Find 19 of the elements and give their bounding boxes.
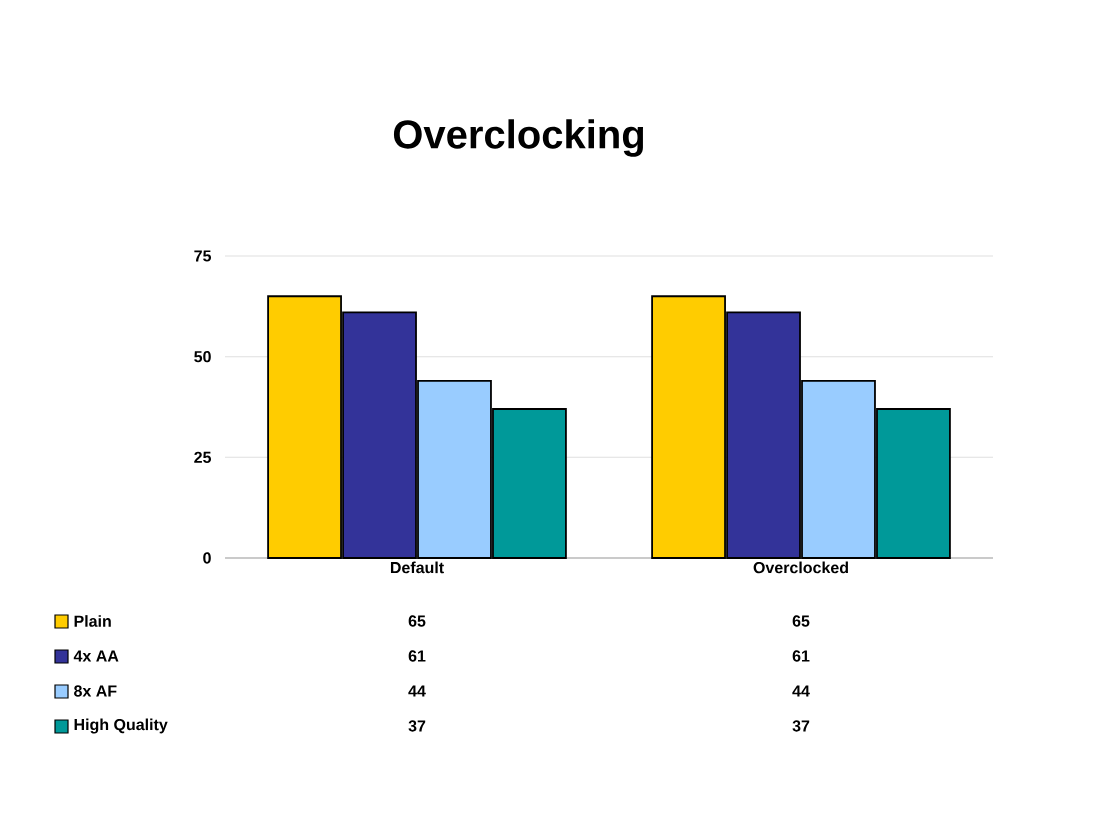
legend-label: 8x AF: [74, 685, 117, 697]
x-tick-label: Default: [390, 561, 444, 574]
data-label: 65: [408, 615, 426, 627]
chart-title: Overclocking: [393, 119, 644, 157]
y-tick-label: 25: [194, 451, 212, 463]
data-label: 44: [408, 685, 426, 697]
data-label: 44: [792, 685, 810, 697]
y-tick-label: 0: [203, 552, 211, 564]
data-label: 61: [408, 650, 426, 662]
data-label: 61: [792, 650, 810, 662]
y-tick-label: 75: [194, 250, 212, 262]
data-label: 37: [408, 720, 426, 732]
data-label: 37: [792, 720, 810, 732]
data-label: 65: [792, 615, 810, 627]
legend-label: Plain: [74, 615, 111, 627]
y-tick-label: 50: [194, 351, 211, 363]
legend-label: 4x AA: [73, 650, 119, 662]
legend-label: High Quality: [74, 718, 168, 734]
x-tick-label: Overclocked: [753, 561, 848, 574]
